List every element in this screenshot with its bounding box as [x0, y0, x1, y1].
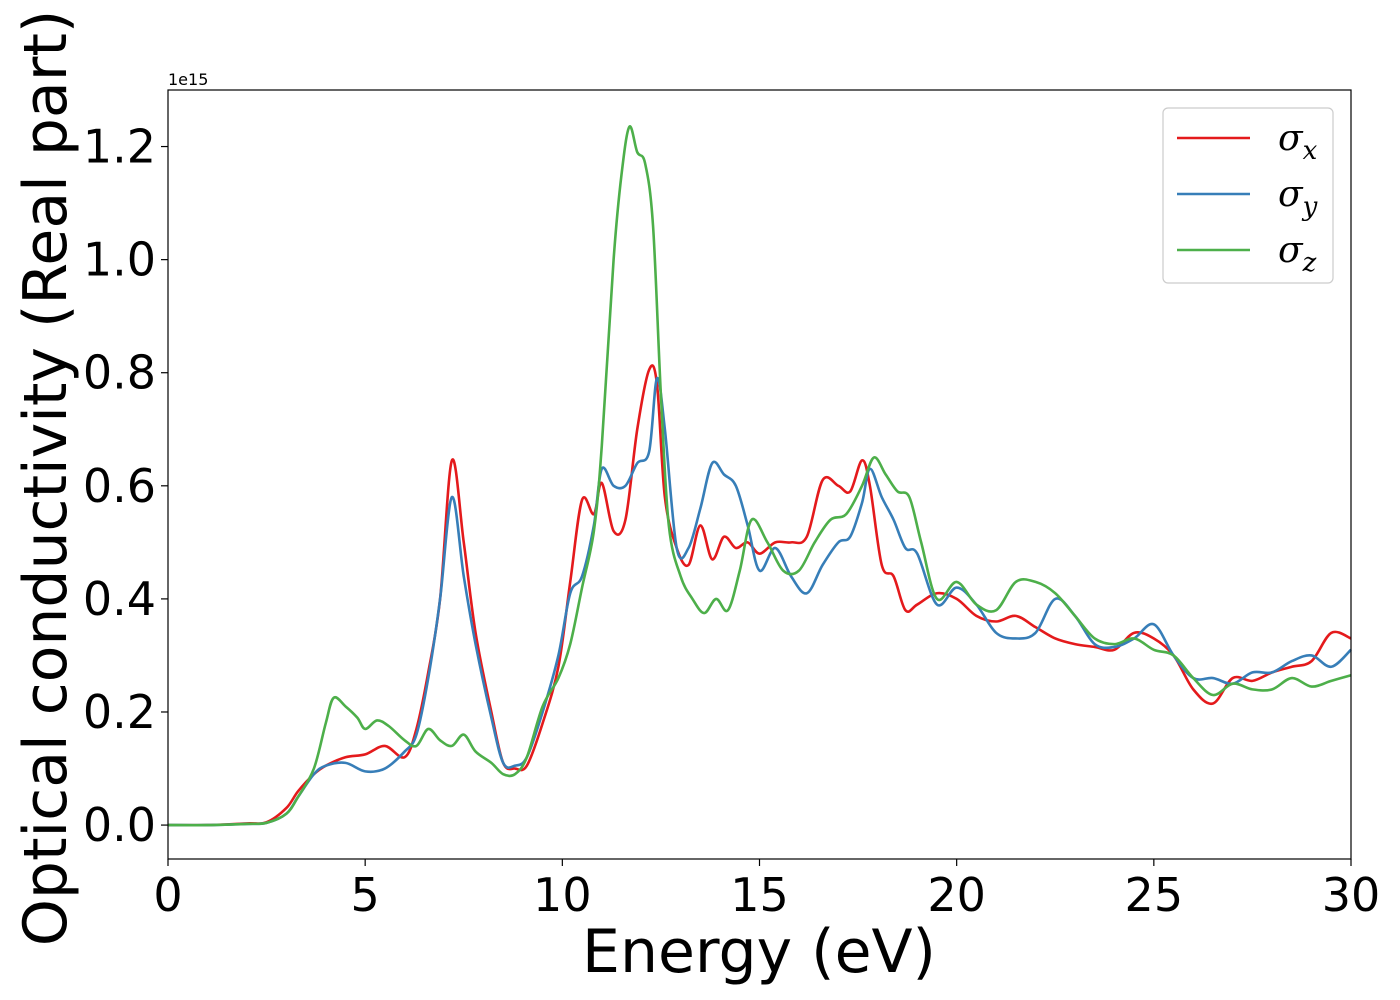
- y-tick-label: 0.8: [83, 346, 156, 400]
- legend: σx σy σz: [1162, 107, 1334, 284]
- y-tick-label: 1.0: [83, 233, 156, 287]
- y-tick-label: 0.4: [83, 572, 156, 626]
- x-tick-label: 0: [153, 868, 182, 922]
- y-tick-label: 0.6: [83, 459, 156, 513]
- x-tick-label: 5: [351, 868, 380, 922]
- x-tick-label: 25: [1125, 868, 1184, 922]
- y-axis-title: Optical conductivity (Real part): [11, 10, 81, 947]
- series-layer: [167, 125, 1352, 827]
- y-tick-label: 0.2: [83, 685, 156, 739]
- series-line-z: [167, 125, 1352, 827]
- y-offset-label: 1e15: [168, 70, 208, 89]
- x-axis-title: Energy (eV): [582, 917, 936, 987]
- legend-box: [1162, 107, 1334, 284]
- x-tick-label: 30: [1322, 868, 1381, 922]
- x-tick-label: 20: [927, 868, 986, 922]
- legend-label-x: σx: [1278, 118, 1318, 166]
- y-axis: 0.0 0.2 0.4 0.6 0.8 1.0 1.2: [83, 120, 168, 852]
- x-tick-label: 15: [730, 868, 789, 922]
- legend-label-y: σy: [1278, 174, 1318, 222]
- legend-label-z: σz: [1278, 230, 1317, 278]
- x-tick-label: 10: [533, 868, 592, 922]
- series-line-y: [167, 377, 1352, 827]
- y-tick-label: 1.2: [83, 120, 156, 174]
- x-axis: 0 5 10 15 20 25 30: [153, 859, 1380, 922]
- y-tick-label: 0.0: [83, 798, 156, 852]
